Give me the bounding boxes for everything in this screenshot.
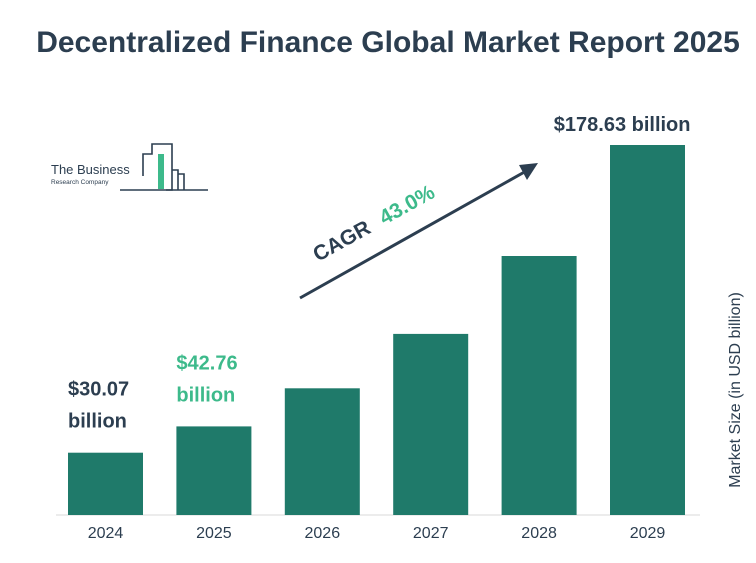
cagr-value: 43.0% xyxy=(375,181,439,230)
cagr-label: CAGR xyxy=(309,216,374,266)
logo-subname: Research Company xyxy=(51,179,109,186)
bar-2026 xyxy=(284,388,360,515)
x-tick-label-2025: 2025 xyxy=(196,525,232,542)
bars-layer xyxy=(56,145,700,516)
x-tick-label-2028: 2028 xyxy=(521,525,557,542)
data-label-2029: $178.63 billion xyxy=(554,114,691,136)
logo-buildings-icon xyxy=(120,143,208,191)
y-axis-label-container: Market Size (in USD billion) xyxy=(716,265,756,515)
cagr-arrow-head-icon xyxy=(519,163,538,180)
logo-name: The Business xyxy=(51,162,130,177)
bar-2029 xyxy=(610,145,685,515)
bar-2028 xyxy=(501,256,577,515)
x-tick-label-2029: 2029 xyxy=(630,525,666,542)
x-tick-label-2027: 2027 xyxy=(413,525,449,542)
bar-2024 xyxy=(68,452,143,515)
y-axis-label: Market Size (in USD billion) xyxy=(727,292,744,488)
cagr-arrow-line xyxy=(299,168,529,300)
x-tick-labels: 2024 2025 2026 2027 2028 2029 xyxy=(88,525,666,542)
bar-2027 xyxy=(393,333,469,515)
data-label-2024: $30.07 billion xyxy=(68,379,129,433)
x-tick-label-2026: 2026 xyxy=(305,525,341,542)
bar-2025 xyxy=(176,426,252,515)
x-tick-label-2024: 2024 xyxy=(88,525,124,542)
cagr-text: CAGR 43.0% xyxy=(309,181,439,267)
data-labels: $30.07 billion $42.76 billion $178.63 billio… xyxy=(68,114,691,433)
chart-title: Decentralized Finance Global Market Repo… xyxy=(36,26,740,59)
company-logo: The Business Research Company xyxy=(48,142,210,192)
data-label-2025: $42.76 billion xyxy=(176,352,237,406)
